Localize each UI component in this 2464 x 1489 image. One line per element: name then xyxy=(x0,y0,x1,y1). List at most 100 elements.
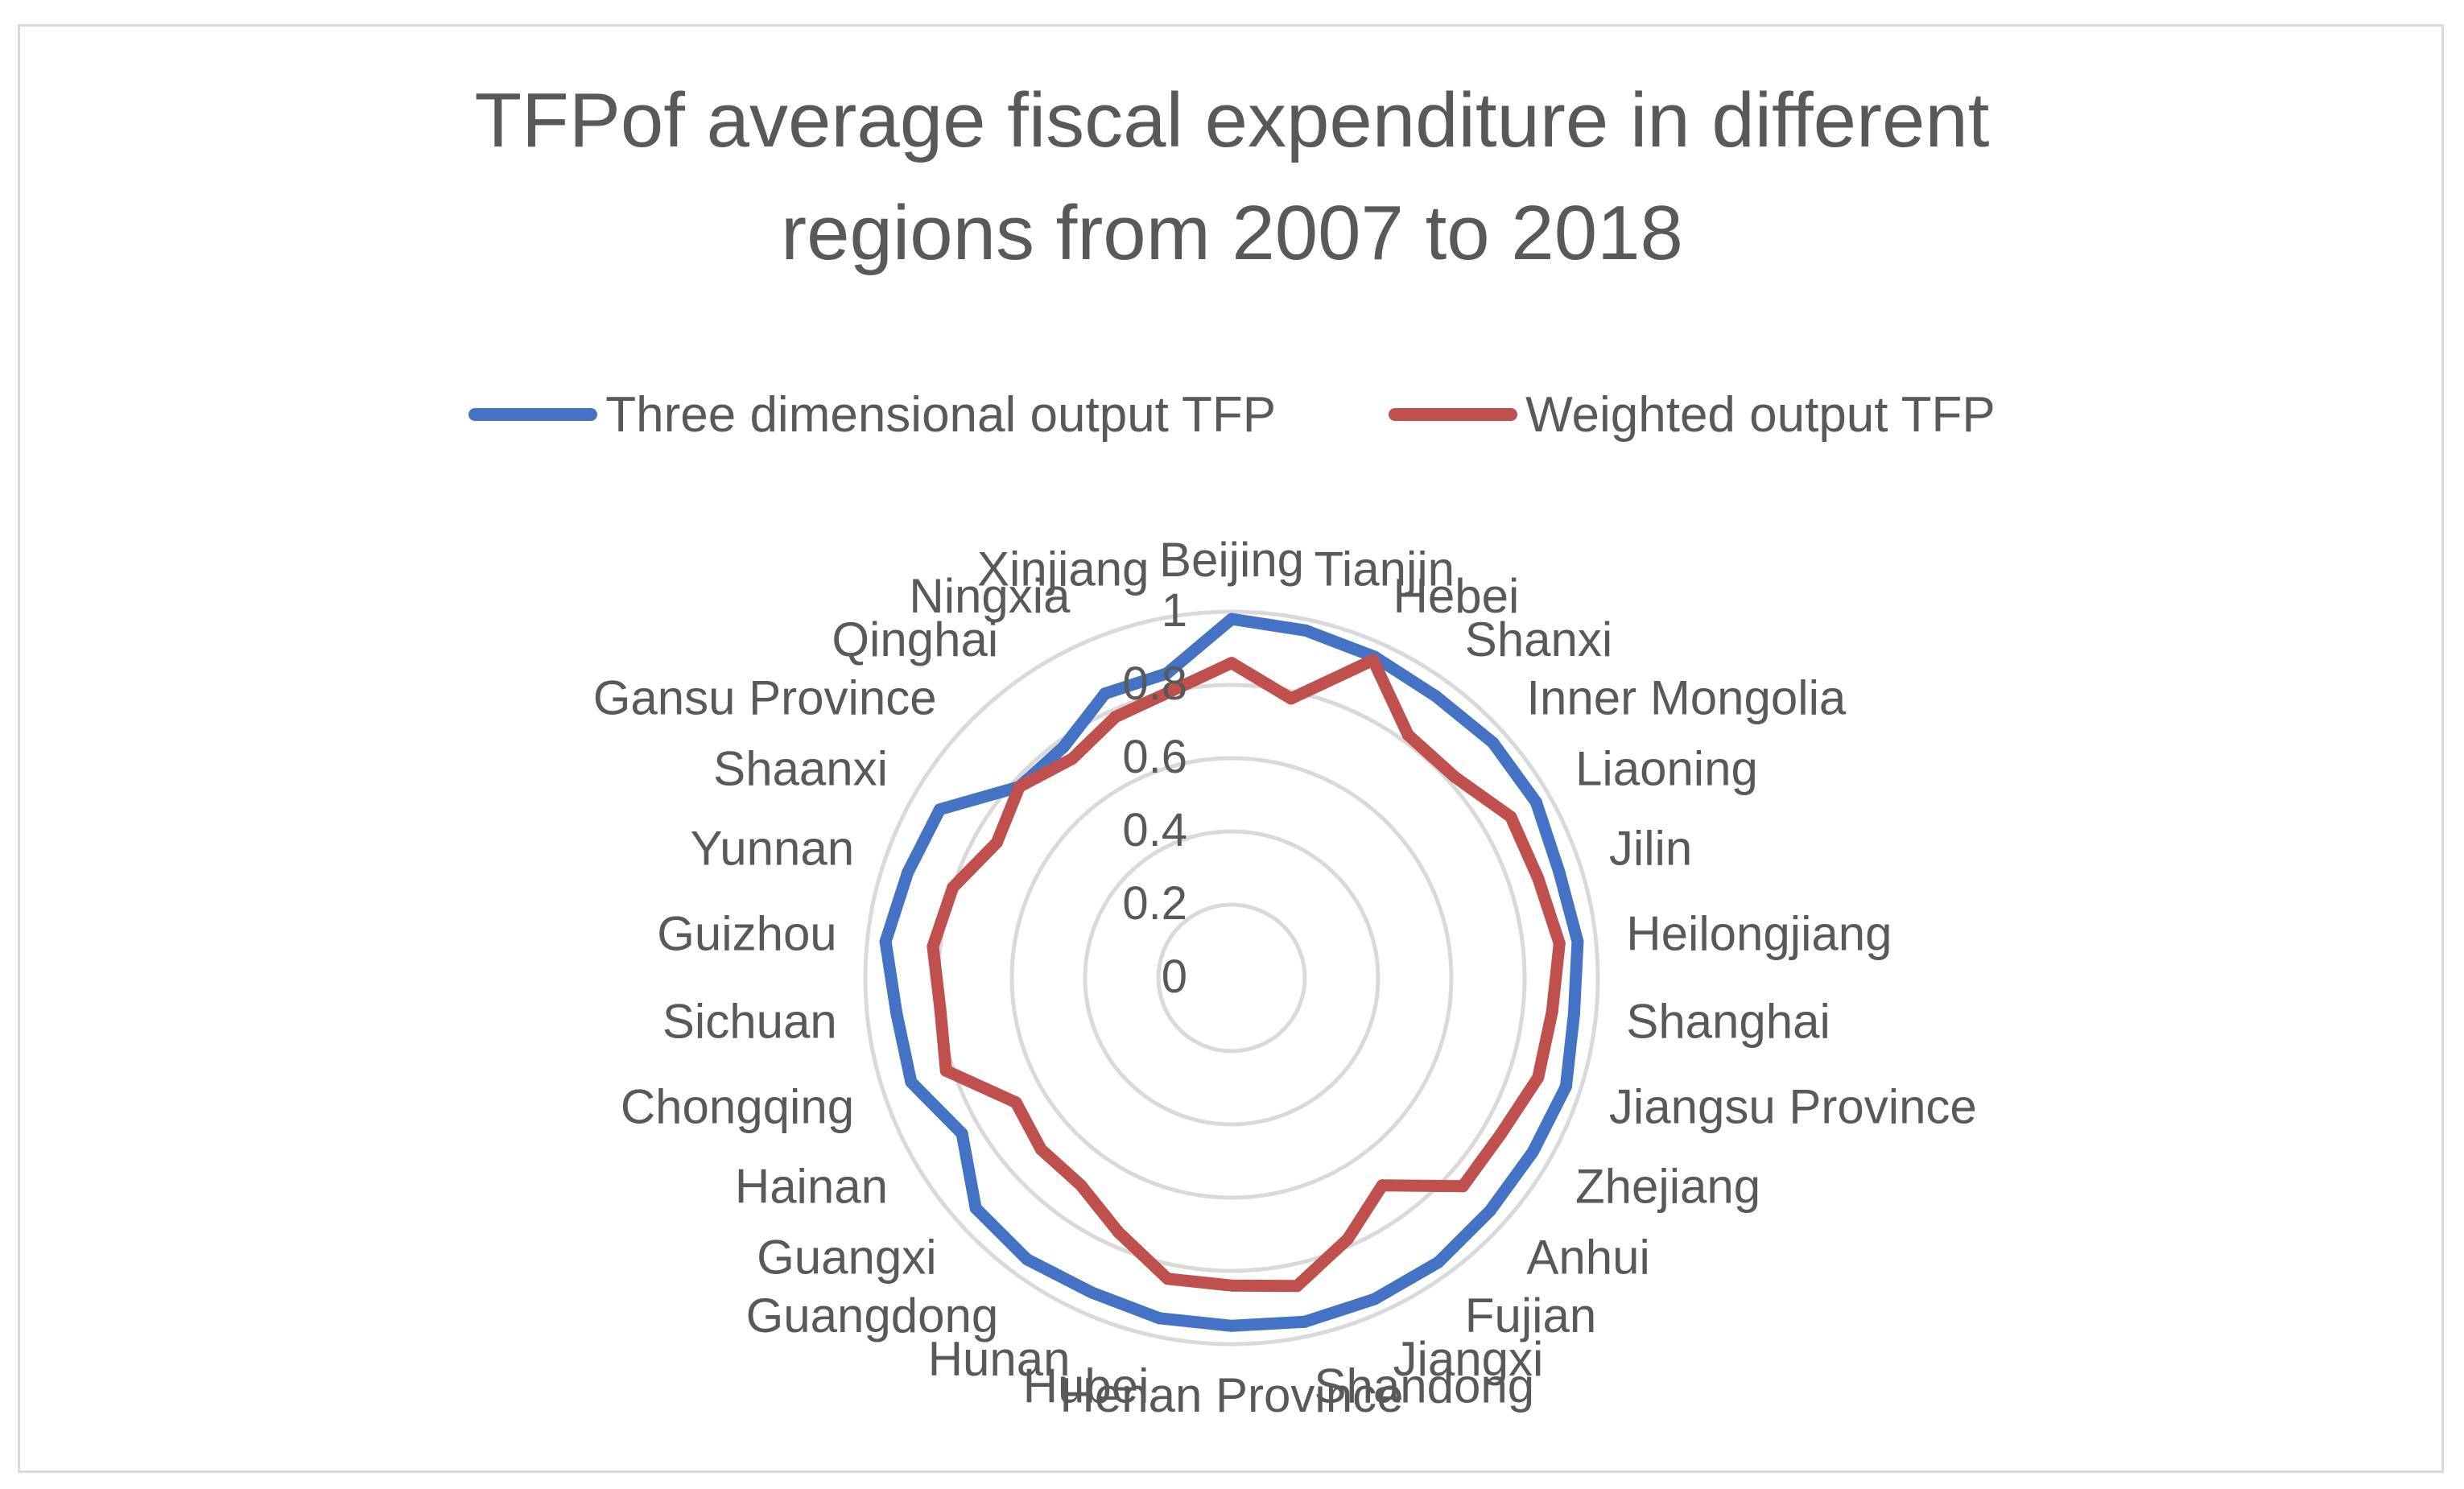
data-point-weighted-output-tfp-inner-mongolia xyxy=(1448,770,1461,783)
data-point-weighted-output-tfp-liaoning xyxy=(1504,810,1517,823)
category-label-guangxi: Guangxi xyxy=(757,1230,936,1284)
radar-grid xyxy=(863,609,1600,1347)
category-label-qinghai: Qinghai xyxy=(832,613,998,666)
data-point-three-dimensional-output-tfp-shandong xyxy=(1298,1315,1311,1328)
category-label-gansu-province: Gansu Province xyxy=(593,671,937,725)
data-point-weighted-output-tfp-sichuan xyxy=(934,1002,947,1015)
data-point-weighted-output-tfp-shanghai xyxy=(1546,1005,1558,1018)
data-point-weighted-output-tfp-shanxi xyxy=(1401,728,1414,741)
category-label-shandong: Shandong xyxy=(1315,1359,1535,1413)
data-point-three-dimensional-output-tfp-hunan xyxy=(1085,1286,1098,1299)
data-point-weighted-output-tfp-guizhou xyxy=(927,940,939,953)
data-point-weighted-output-tfp-shandong xyxy=(1290,1280,1303,1293)
category-label-inner-mongolia: Inner Mongolia xyxy=(1526,671,1847,725)
data-point-weighted-output-tfp-ningxia xyxy=(1109,711,1122,724)
data-point-three-dimensional-output-tfp-hubei xyxy=(1153,1312,1166,1325)
data-point-three-dimensional-output-tfp-yunnan xyxy=(902,866,914,879)
r-tick-label-0-4: 0.4 xyxy=(1122,804,1187,856)
legend-item-weighted: Weighted output TFP xyxy=(1389,386,1996,443)
chart-title-line-1: TFPof average fiscal expenditure in diff… xyxy=(474,77,1990,163)
data-point-three-dimensional-output-tfp-inner-mongolia xyxy=(1487,736,1500,749)
data-point-three-dimensional-output-tfp-xinjiang xyxy=(1161,667,1174,680)
legend-label-weighted: Weighted output TFP xyxy=(1525,386,1996,443)
category-label-jiangxi: Jiangxi xyxy=(1393,1332,1544,1386)
data-point-weighted-output-tfp-jiangxi xyxy=(1341,1232,1354,1245)
grid-circle-0-6 xyxy=(1009,756,1454,1200)
r-tick-label-1: 1 xyxy=(1162,584,1187,637)
category-label-shanghai: Shanghai xyxy=(1626,994,1830,1048)
data-point-three-dimensional-output-tfp-fujian xyxy=(1432,1256,1445,1268)
data-point-three-dimensional-output-tfp-heilongjiang xyxy=(1571,935,1584,948)
data-point-weighted-output-tfp-hunan xyxy=(1112,1226,1125,1239)
category-label-jiangsu-province: Jiangsu Province xyxy=(1609,1079,1977,1133)
data-point-three-dimensional-output-tfp-zhejiang xyxy=(1526,1145,1539,1158)
category-label-shaanxi: Shaanxi xyxy=(713,742,888,796)
data-point-three-dimensional-output-tfp-beijing xyxy=(1225,613,1238,625)
data-point-weighted-output-tfp-chongqing xyxy=(939,1064,952,1077)
legend-label-three-dimensional: Three dimensional output TFP xyxy=(605,386,1277,443)
chart-frame xyxy=(18,24,2444,1473)
data-point-weighted-output-tfp-guangxi xyxy=(1034,1143,1047,1156)
data-point-weighted-output-tfp-xinjiang xyxy=(1164,685,1177,698)
data-point-weighted-output-tfp-beijing xyxy=(1225,657,1238,670)
r-tick-label-0-8: 0.8 xyxy=(1122,658,1187,710)
grid-circle-0-2 xyxy=(1156,902,1307,1054)
data-point-three-dimensional-output-tfp-chongqing xyxy=(905,1075,918,1088)
r-tick-label-0: 0 xyxy=(1162,951,1187,1003)
chart-legend: Three dimensional output TFP Weighted ou… xyxy=(0,378,2464,451)
data-point-three-dimensional-output-tfp-guangxi xyxy=(969,1202,982,1215)
chart-title-line-2: regions from 2007 to 2018 xyxy=(781,190,1683,276)
data-point-weighted-output-tfp-tianjin xyxy=(1285,692,1298,705)
data-point-three-dimensional-output-tfp-liaoning xyxy=(1529,796,1542,809)
data-point-weighted-output-tfp-yunnan xyxy=(947,881,960,893)
category-label-beijing: Beijing xyxy=(1159,533,1304,587)
category-label-ningxia: Ningxia xyxy=(909,569,1071,623)
category-label-hainan: Hainan xyxy=(735,1160,888,1214)
data-point-weighted-output-tfp-hainan xyxy=(1009,1096,1022,1109)
data-point-weighted-output-tfp-heilongjiang xyxy=(1553,937,1566,950)
category-label-zhejiang: Zhejiang xyxy=(1575,1160,1760,1214)
category-label-heilongjiang: Heilongjiang xyxy=(1626,907,1892,961)
data-point-three-dimensional-output-tfp-shanxi xyxy=(1430,690,1442,703)
data-point-three-dimensional-output-tfp-ningxia xyxy=(1099,687,1112,700)
legend-swatch-weighted xyxy=(1389,408,1518,421)
data-point-weighted-output-tfp-hubei xyxy=(1162,1272,1174,1285)
data-point-three-dimensional-output-tfp-guangdong xyxy=(1021,1253,1034,1266)
series-line-three-dimensional-output-tfp xyxy=(879,613,1584,1332)
category-label-henan-province: Henan Province xyxy=(1060,1368,1404,1422)
data-point-three-dimensional-output-tfp-sichuan xyxy=(890,1007,903,1020)
data-point-three-dimensional-output-tfp-qinghai xyxy=(1057,740,1070,753)
data-point-three-dimensional-output-tfp-jiangxi xyxy=(1368,1293,1381,1305)
data-point-weighted-output-tfp-fujian xyxy=(1376,1179,1389,1192)
category-label-yunnan: Yunnan xyxy=(691,822,855,876)
category-label-liaoning: Liaoning xyxy=(1575,742,1758,796)
category-label-hubei: Hubei xyxy=(1023,1359,1149,1413)
grid-circle-1 xyxy=(863,609,1600,1347)
r-tick-label-0-6: 0.6 xyxy=(1122,731,1187,783)
data-point-three-dimensional-output-tfp-jiangsu-province xyxy=(1559,1080,1572,1093)
category-label-chongqing: Chongqing xyxy=(621,1079,854,1133)
radar-series xyxy=(879,613,1584,1332)
legend-item-three-dimensional: Three dimensional output TFP xyxy=(468,386,1276,443)
category-label-anhui: Anhui xyxy=(1526,1230,1649,1284)
data-point-weighted-output-tfp-gansu-province xyxy=(1013,781,1026,793)
category-label-jilin: Jilin xyxy=(1609,822,1692,876)
data-point-weighted-output-tfp-henan-province xyxy=(1225,1279,1238,1292)
data-point-weighted-output-tfp-qinghai xyxy=(1066,753,1079,765)
data-point-weighted-output-tfp-hebei xyxy=(1367,654,1380,666)
series-line-weighted-output-tfp xyxy=(927,654,1566,1293)
data-point-three-dimensional-output-tfp-jilin xyxy=(1553,865,1566,878)
chart-title: TFPof average fiscal expenditure in diff… xyxy=(0,64,2464,290)
category-label-tianjin: Tianjin xyxy=(1315,542,1455,596)
data-point-three-dimensional-output-tfp-anhui xyxy=(1484,1204,1496,1217)
data-point-three-dimensional-output-tfp-hainan xyxy=(955,1127,968,1140)
data-point-weighted-output-tfp-guangdong xyxy=(1075,1179,1088,1192)
grid-circle-0-4 xyxy=(1083,829,1381,1127)
data-point-three-dimensional-output-tfp-henan-province xyxy=(1225,1319,1238,1332)
category-label-hebei: Hebei xyxy=(1393,569,1520,623)
radar-tick-labels: 0 0.2 0.4 0.6 0.8 1 xyxy=(1122,584,1187,1003)
r-tick-label-0-2: 0.2 xyxy=(1122,877,1187,930)
category-label-hunan: Hunan xyxy=(928,1332,1071,1386)
